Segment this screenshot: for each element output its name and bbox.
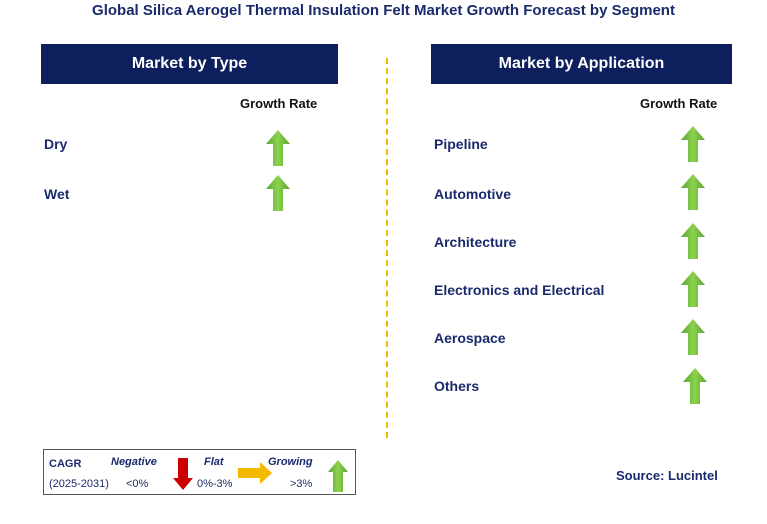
- legend-period-label: (2025-2031): [49, 478, 109, 490]
- source-label: Source: Lucintel: [616, 468, 718, 483]
- type-growth-rate-label: Growth Rate: [240, 96, 318, 111]
- flat-arrow-icon: [238, 462, 272, 484]
- application-row-label: Electronics and Electrical: [434, 282, 605, 298]
- application-panel-header: Market by Application: [431, 44, 732, 84]
- page-title: Global Silica Aerogel Thermal Insulation…: [92, 2, 675, 19]
- application-row-label: Architecture: [434, 234, 517, 250]
- legend-growing-range: >3%: [290, 478, 313, 490]
- growing-arrow-icon: [266, 175, 290, 211]
- legend-growing-label: Growing: [268, 456, 313, 468]
- application-row-label: Aerospace: [434, 330, 506, 346]
- legend-flat-label: Flat: [204, 456, 224, 468]
- growing-arrow-icon: [328, 460, 348, 492]
- application-growth-rate-label: Growth Rate: [640, 96, 718, 111]
- type-row-label: Dry: [44, 136, 68, 152]
- panel-divider: [386, 58, 388, 438]
- growing-arrow-icon: [681, 126, 705, 162]
- legend-flat-range: 0%-3%: [197, 478, 233, 490]
- legend-negative-label: Negative: [111, 456, 157, 468]
- application-row-label: Automotive: [434, 186, 511, 202]
- type-panel-header: Market by Type: [41, 44, 338, 84]
- growing-arrow-icon: [681, 223, 705, 259]
- growing-arrow-icon: [683, 368, 707, 404]
- application-row-label: Others: [434, 378, 480, 394]
- negative-arrow-icon: [173, 458, 193, 490]
- cagr-legend: CAGR (2025-2031) Negative <0% Flat 0%-3%…: [43, 449, 356, 495]
- growing-arrow-icon: [266, 130, 290, 166]
- growing-arrow-icon: [681, 271, 705, 307]
- application-row-label: Pipeline: [434, 136, 488, 152]
- legend-cagr-label: CAGR: [49, 458, 82, 470]
- growing-arrow-icon: [681, 174, 705, 210]
- type-row-label: Wet: [44, 186, 70, 202]
- legend-negative-range: <0%: [126, 478, 149, 490]
- growing-arrow-icon: [681, 319, 705, 355]
